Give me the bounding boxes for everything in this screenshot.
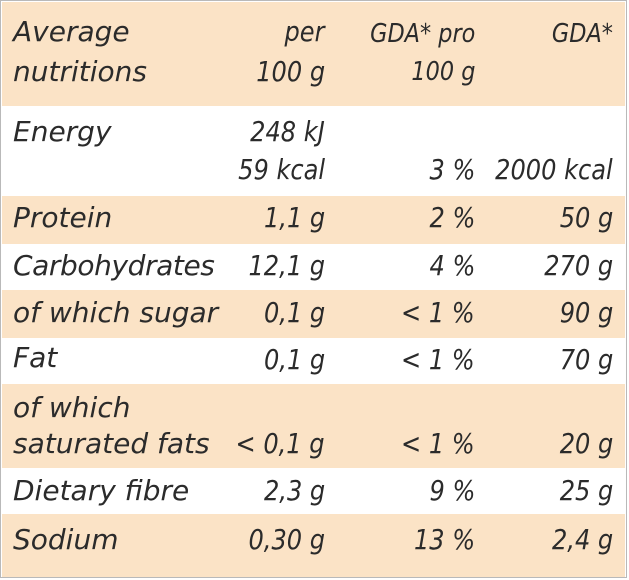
row-label: Sodium xyxy=(13,523,119,556)
row-gda-pct: < 1 % xyxy=(401,296,475,329)
row-per100-line1: 248 kJ xyxy=(250,115,325,148)
table-row-carbohydrates: Carbohydrates 12,1 g 4 % 270 g xyxy=(2,244,625,290)
row-gda: 25 g xyxy=(559,474,613,507)
row-gda-pct: 9 % xyxy=(429,474,475,507)
row-label: Fat xyxy=(13,341,58,374)
row-gda: 2000 kcal xyxy=(495,153,613,186)
row-per100: 0,1 g xyxy=(263,296,325,329)
row-label: Energy xyxy=(13,115,112,148)
header-col2-line2: 100 g xyxy=(256,55,325,88)
header-col1-line2: nutritions xyxy=(13,55,147,88)
table-row-protein: Protein 1,1 g 2 % 50 g xyxy=(2,196,625,244)
header-col3-line2: 100 g xyxy=(411,57,475,87)
header-col1-line1: Average xyxy=(13,15,130,48)
row-per100: 12,1 g xyxy=(248,249,325,282)
row-gda-pct: < 1 % xyxy=(401,427,475,460)
table-row-energy: Energy 248 kJ 59 kcal 3 % 2000 kcal xyxy=(2,106,625,196)
row-gda-pct: 3 % xyxy=(429,153,475,186)
row-per100: 1,1 g xyxy=(263,201,325,234)
row-gda: 20 g xyxy=(559,427,613,460)
row-label-line2: saturated fats xyxy=(13,427,210,460)
row-gda-pct: 13 % xyxy=(413,523,475,556)
row-gda: 50 g xyxy=(559,201,613,234)
row-gda-pct: < 1 % xyxy=(401,343,475,376)
table-row-dietary-fibre: Dietary fibre 2,3 g 9 % 25 g xyxy=(2,468,625,514)
table-row-fat: Fat 0,1 g < 1 % 70 g xyxy=(2,338,625,384)
header-col2-line1: per xyxy=(284,15,325,48)
row-label: of which sugar xyxy=(13,296,219,329)
row-gda: 90 g xyxy=(559,296,613,329)
row-per100: 0,1 g xyxy=(263,343,325,376)
row-per100: 0,30 g xyxy=(248,523,325,556)
header-col4-line1: GDA* xyxy=(551,19,613,49)
row-label: Carbohydrates xyxy=(13,249,215,282)
row-gda: 70 g xyxy=(559,343,613,376)
row-per100-line2: 59 kcal xyxy=(238,153,325,186)
row-per100: < 0,1 g xyxy=(235,427,325,460)
table-row-sugar: of which sugar 0,1 g < 1 % 90 g xyxy=(2,290,625,338)
row-gda: 2,4 g xyxy=(551,523,613,556)
table-row-sodium: Sodium 0,30 g 13 % 2,4 g xyxy=(2,514,625,577)
row-label-line1: of which xyxy=(13,391,131,424)
header-col3-line1: GDA* pro xyxy=(369,19,475,49)
row-gda: 270 g xyxy=(544,249,613,282)
row-gda-pct: 2 % xyxy=(429,201,475,234)
table-row-saturated-fats: of which saturated fats < 0,1 g < 1 % 20… xyxy=(2,384,625,468)
row-per100: 2,3 g xyxy=(263,474,325,507)
row-label: Protein xyxy=(13,201,113,234)
row-label: Dietary fibre xyxy=(13,474,190,507)
row-gda-pct: 4 % xyxy=(429,249,475,282)
table-header: Average nutritions per 100 g GDA* pro 10… xyxy=(2,2,625,106)
